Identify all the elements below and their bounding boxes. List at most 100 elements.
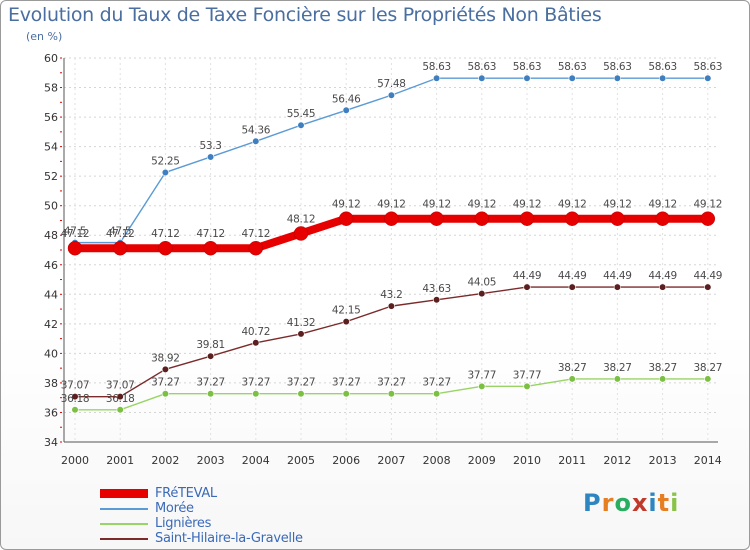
legend-swatch-ligni-res — [100, 523, 148, 525]
data-point-ligni-res — [658, 375, 667, 383]
proxiti-logo: Proxiti — [583, 489, 679, 517]
legend-swatch-saint-hilaire-la-gravelle — [100, 538, 148, 540]
data-label-mor-e: 47.5 — [64, 226, 86, 238]
y-tick-label: 38 — [44, 377, 58, 390]
y-tick-label: 40 — [44, 347, 58, 360]
x-tick-label: 2006 — [332, 454, 360, 467]
data-label-fr-teval: 49.12 — [648, 199, 677, 211]
data-point-saint-hilaire-la-gravelle — [297, 330, 305, 338]
x-tick-label: 2003 — [197, 454, 225, 467]
data-label-mor-e: 58.63 — [513, 61, 542, 73]
logo-letter: x — [631, 489, 649, 517]
data-point-fr-teval — [293, 226, 309, 241]
data-label-mor-e: 58.63 — [558, 61, 587, 73]
data-label-saint-hilaire-la-gravelle: 38.92 — [151, 352, 180, 364]
data-label-mor-e: 58.63 — [422, 61, 451, 73]
data-label-saint-hilaire-la-gravelle: 43.2 — [380, 289, 402, 301]
data-label-ligni-res: 37.27 — [242, 377, 271, 389]
data-point-ligni-res — [297, 390, 305, 398]
logo-letter: r — [601, 489, 615, 517]
x-tick-label: 2010 — [513, 454, 541, 467]
data-point-fr-teval — [384, 211, 399, 226]
y-tick-label: 56 — [44, 111, 58, 124]
legend-label-mor-e: Morée — [155, 501, 194, 516]
data-point-fr-teval — [700, 211, 716, 226]
data-label-saint-hilaire-la-gravelle: 39.81 — [196, 339, 225, 351]
data-label-fr-teval: 49.12 — [422, 199, 451, 211]
data-point-saint-hilaire-la-gravelle — [252, 339, 260, 347]
data-point-saint-hilaire-la-gravelle — [161, 365, 169, 373]
data-label-ligni-res: 37.27 — [287, 377, 316, 389]
data-point-mor-e — [161, 168, 169, 177]
data-label-saint-hilaire-la-gravelle: 44.05 — [468, 277, 497, 289]
data-point-ligni-res — [568, 375, 576, 383]
data-label-saint-hilaire-la-gravelle: 44.49 — [694, 270, 723, 282]
data-point-fr-teval — [474, 211, 490, 226]
data-label-fr-teval: 49.12 — [603, 199, 632, 211]
data-label-saint-hilaire-la-gravelle: 37.07 — [106, 380, 135, 392]
data-label-fr-teval: 49.12 — [468, 199, 497, 211]
x-tick-label: 2007 — [377, 454, 405, 467]
x-tick-label: 2008 — [423, 454, 451, 467]
data-label-mor-e: 47.5 — [109, 226, 131, 238]
y-tick-label: 44 — [44, 288, 58, 301]
data-label-saint-hilaire-la-gravelle: 40.72 — [242, 326, 271, 338]
data-point-saint-hilaire-la-gravelle — [387, 302, 396, 310]
data-label-saint-hilaire-la-gravelle: 41.32 — [287, 317, 316, 329]
x-tick-label: 2004 — [242, 454, 270, 467]
data-label-ligni-res: 37.27 — [377, 377, 406, 389]
data-point-saint-hilaire-la-gravelle — [342, 318, 350, 326]
data-label-fr-teval: 47.12 — [151, 228, 180, 240]
logo-letter: o — [614, 489, 632, 517]
data-label-ligni-res: 36.18 — [106, 393, 135, 405]
data-label-fr-teval: 49.12 — [332, 199, 361, 211]
data-point-saint-hilaire-la-gravelle — [658, 283, 667, 291]
data-label-ligni-res: 37.27 — [422, 377, 451, 389]
legend-label-fr-teval: FRéTEVAL — [155, 486, 217, 501]
data-point-ligni-res — [161, 390, 169, 398]
data-point-ligni-res — [704, 375, 712, 383]
y-tick-label: 54 — [44, 141, 58, 154]
data-point-ligni-res — [523, 382, 531, 390]
data-label-mor-e: 54.36 — [242, 124, 271, 136]
y-tick-label: 50 — [44, 200, 58, 213]
data-point-mor-e — [613, 74, 622, 82]
data-point-ligni-res — [342, 390, 350, 398]
data-label-saint-hilaire-la-gravelle: 42.15 — [332, 305, 361, 317]
data-point-ligni-res — [433, 390, 441, 398]
y-tick-label: 42 — [44, 318, 58, 331]
data-label-fr-teval: 47.12 — [196, 228, 225, 240]
data-label-mor-e: 58.63 — [694, 61, 723, 73]
data-label-ligni-res: 36.18 — [61, 393, 90, 405]
data-label-saint-hilaire-la-gravelle: 44.49 — [513, 270, 542, 282]
data-point-mor-e — [704, 74, 712, 82]
legend-swatch-fr-teval — [100, 489, 148, 498]
x-tick-label: 2009 — [468, 454, 496, 467]
logo-letter: i — [648, 489, 658, 517]
data-label-fr-teval: 49.12 — [694, 199, 723, 211]
data-point-fr-teval — [564, 211, 580, 226]
data-point-mor-e — [478, 74, 486, 82]
x-tick-label: 2002 — [151, 454, 179, 467]
y-tick-label: 48 — [44, 229, 58, 242]
data-label-fr-teval: 49.12 — [377, 199, 406, 211]
data-point-ligni-res — [387, 390, 396, 398]
data-point-ligni-res — [207, 390, 215, 398]
data-label-saint-hilaire-la-gravelle: 44.49 — [648, 270, 677, 282]
data-point-mor-e — [207, 153, 215, 161]
data-point-saint-hilaire-la-gravelle — [613, 283, 622, 291]
data-label-fr-teval: 47.12 — [242, 228, 271, 240]
data-point-ligni-res — [71, 406, 79, 414]
data-point-ligni-res — [116, 406, 124, 414]
y-tick-label: 46 — [44, 259, 58, 272]
data-point-saint-hilaire-la-gravelle — [207, 352, 215, 360]
data-point-fr-teval — [519, 211, 535, 226]
data-point-fr-teval — [610, 211, 625, 226]
data-point-fr-teval — [338, 211, 354, 226]
data-label-mor-e: 53.3 — [200, 140, 222, 152]
data-point-saint-hilaire-la-gravelle — [116, 393, 124, 401]
data-point-mor-e — [568, 74, 576, 82]
legend-label-ligni-res: Lignières — [155, 516, 212, 531]
data-point-saint-hilaire-la-gravelle — [478, 289, 486, 298]
